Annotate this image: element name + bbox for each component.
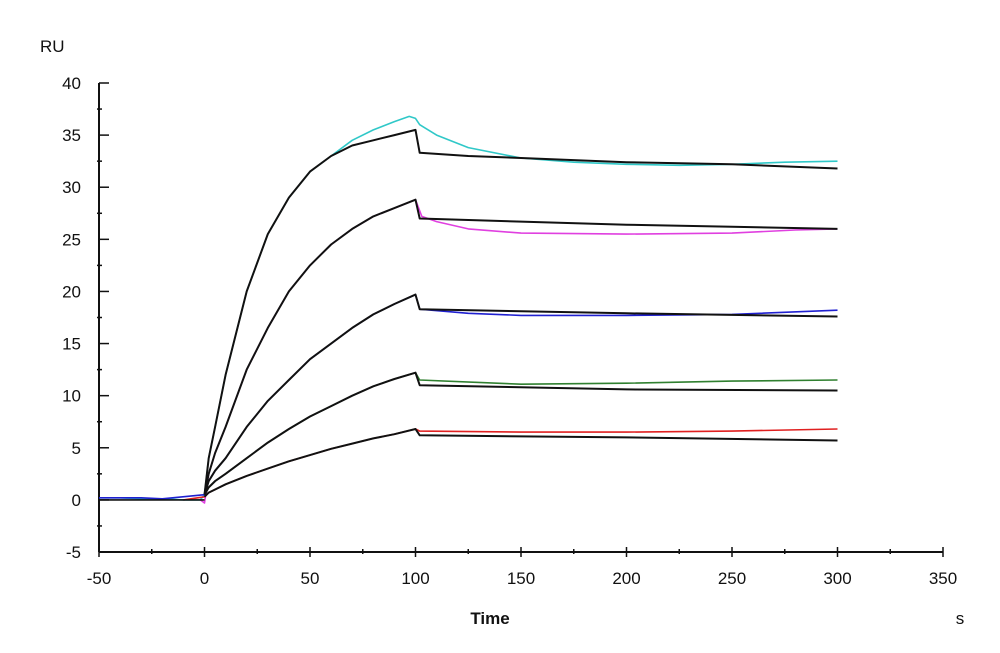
- y-tick-label: 20: [62, 282, 81, 301]
- x-tick-label: 200: [612, 569, 640, 588]
- y-tick-label: 40: [62, 74, 81, 93]
- x-tick-label: 0: [200, 569, 209, 588]
- y-tick-label: 35: [62, 126, 81, 145]
- x-tick-label: 350: [929, 569, 957, 588]
- y-tick-label: 0: [72, 491, 81, 510]
- y-tick-label: 30: [62, 178, 81, 197]
- fit-curve: [203, 198, 838, 495]
- x-tick-label: -50: [87, 569, 112, 588]
- y-tick-label: 5: [72, 439, 81, 458]
- plot-area: [99, 115, 838, 504]
- y-tick-label: 10: [62, 387, 81, 406]
- fit-curve: [203, 128, 838, 495]
- y-axis-label: RU: [40, 37, 65, 56]
- x-tick-label: 300: [823, 569, 851, 588]
- fit-curve: [203, 293, 838, 495]
- fit-curve: [203, 371, 838, 496]
- y-tick-label: -5: [66, 543, 81, 562]
- x-tick-label: 250: [718, 569, 746, 588]
- measured-curve: [99, 115, 838, 501]
- x-axis-label: Time: [470, 609, 509, 628]
- measured-curve: [199, 198, 838, 504]
- y-tick-label: 15: [62, 335, 81, 354]
- x-tick-label: 150: [507, 569, 535, 588]
- axes: -50 0 50 100 150 200 250 300 350-505101520253035…: [62, 74, 957, 588]
- x-tick-label: 100: [401, 569, 429, 588]
- fit-curve: [203, 428, 838, 498]
- y-tick-label: 25: [62, 230, 81, 249]
- x-tick-label: 50: [301, 569, 320, 588]
- x-axis-unit: s: [956, 609, 965, 628]
